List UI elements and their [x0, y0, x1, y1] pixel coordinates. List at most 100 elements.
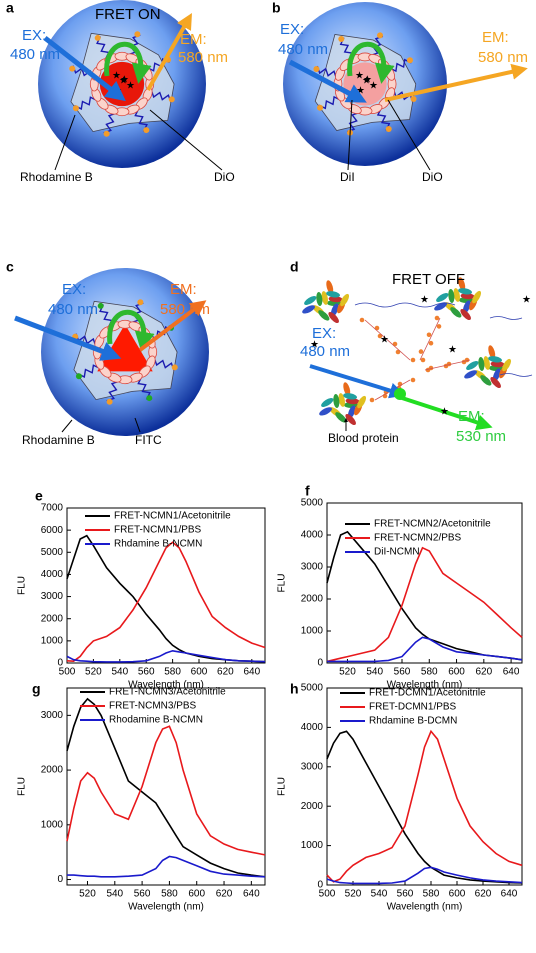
dye-dot	[377, 32, 384, 39]
x-tick-label: 540	[106, 889, 123, 900]
data-line	[327, 636, 523, 663]
x-tick-label: 640	[501, 889, 518, 900]
y-tick-label: 1000	[41, 635, 64, 646]
dye-dot	[369, 397, 375, 403]
data-line	[66, 697, 266, 878]
protein-helix	[460, 293, 475, 300]
protein-helix	[328, 296, 343, 303]
protein-helix	[321, 397, 334, 407]
dye-dot	[143, 127, 150, 134]
y-tick-label: 5000	[41, 547, 64, 558]
protein-helix	[326, 291, 341, 298]
protein-helix	[490, 361, 505, 368]
tail-wave	[354, 302, 456, 308]
em-label: EM:	[170, 281, 197, 298]
x-tick-label: 580	[161, 889, 178, 900]
y-tick-label: 7000	[41, 503, 64, 514]
x-tick-label: 580	[164, 667, 181, 678]
protein-helix	[340, 293, 350, 307]
x-tick-label: 520	[85, 667, 102, 678]
protein-helix	[319, 407, 332, 416]
dye-dot	[428, 340, 434, 346]
x-tick-label: 520	[79, 889, 96, 900]
dye-dot	[418, 349, 424, 354]
dye-star: ★	[362, 76, 371, 87]
tail-wave	[489, 316, 523, 320]
ex-label: EX:	[22, 27, 46, 44]
dye-dot	[103, 130, 110, 137]
protein-helix	[464, 370, 477, 379]
ex-arrow	[288, 59, 367, 103]
panel-label: d	[290, 259, 299, 275]
y-tick-label: 4000	[301, 722, 324, 733]
tail-wave	[499, 373, 533, 377]
ex-arrow	[309, 364, 406, 399]
x-axis-title: Wavelength (nm)	[387, 680, 463, 691]
em-arrow	[384, 63, 528, 102]
protein-helix	[448, 289, 455, 303]
dye-dot	[72, 105, 79, 112]
protein-helix	[478, 357, 485, 371]
dye-dot	[171, 364, 178, 371]
x-tick-label: 640	[243, 889, 260, 900]
ex-arrow	[14, 315, 122, 361]
plot-frame	[66, 507, 266, 664]
legend-label: DiI-NCMN	[374, 547, 420, 558]
y-tick-label: 4000	[41, 569, 64, 580]
energy-transfer	[107, 309, 155, 352]
x-tick-label: 540	[111, 667, 128, 678]
dye-dot	[97, 302, 104, 309]
dye-dot	[406, 57, 413, 64]
dye-dot	[359, 317, 365, 323]
data-line	[66, 541, 266, 663]
dye-dot	[75, 373, 82, 380]
x-axis-title: Wavelength (nm)	[128, 902, 204, 913]
protein-helix	[460, 308, 471, 321]
dye-dot	[410, 96, 417, 103]
protein-helix	[316, 292, 323, 306]
dye-star: ★	[420, 295, 429, 306]
y-tick-label: 2000	[301, 801, 324, 812]
legend-label: FRET-DCMN1/Acetonitrile	[369, 688, 486, 699]
legend-label: FRET-NCMN2/Acetonitrile	[374, 519, 491, 530]
ex-wavelength: 480 nm	[300, 343, 350, 360]
y-tick-label: 5000	[301, 498, 324, 509]
protein-helix	[466, 360, 479, 370]
legend-label: FRET-NCMN3/PBS	[109, 701, 197, 712]
ex-wavelength: 480 nm	[48, 301, 98, 318]
y-tick-label: 1000	[41, 819, 64, 830]
data-line	[326, 730, 523, 884]
x-tick-label: 640	[503, 667, 520, 678]
data-line	[326, 729, 523, 883]
dye-dot	[69, 65, 76, 72]
energy-transfer	[347, 41, 395, 84]
y-tick-label: 3000	[41, 591, 64, 602]
protein-helix	[318, 310, 330, 321]
x-tick-label: 560	[394, 667, 411, 678]
x-tick-label: 560	[138, 667, 155, 678]
y-tick-label: 0	[57, 874, 63, 885]
panel-label: h	[290, 681, 299, 697]
legend-label: FRET-NCMN3/Acetonitrile	[109, 687, 226, 698]
x-tick-label: 560	[134, 889, 151, 900]
y-tick-label: 5000	[301, 683, 324, 694]
dye-label: DiO	[422, 170, 443, 184]
dye-label: Rhodamine B	[22, 433, 95, 447]
dye-dot	[436, 324, 442, 329]
y-axis-title: FLU	[17, 576, 28, 595]
dye-dot	[134, 31, 141, 38]
protein-helix	[345, 413, 356, 426]
y-tick-label: 4000	[301, 530, 324, 541]
protein-label: Blood protein	[328, 431, 399, 445]
legend-label: FRET-NCMN1/Acetonitrile	[114, 511, 231, 522]
em-wavelength: 580 nm	[178, 49, 228, 66]
dye-star: ★	[355, 71, 364, 82]
x-tick-label: 580	[423, 889, 440, 900]
protein-helix	[490, 376, 501, 389]
em-wavelength: 530 nm	[456, 428, 506, 445]
x-tick-label: 500	[59, 667, 76, 678]
dye-label: DiO	[214, 170, 235, 184]
pointer	[61, 419, 73, 433]
dye-dot	[317, 104, 324, 111]
em-label: EM:	[482, 29, 509, 46]
